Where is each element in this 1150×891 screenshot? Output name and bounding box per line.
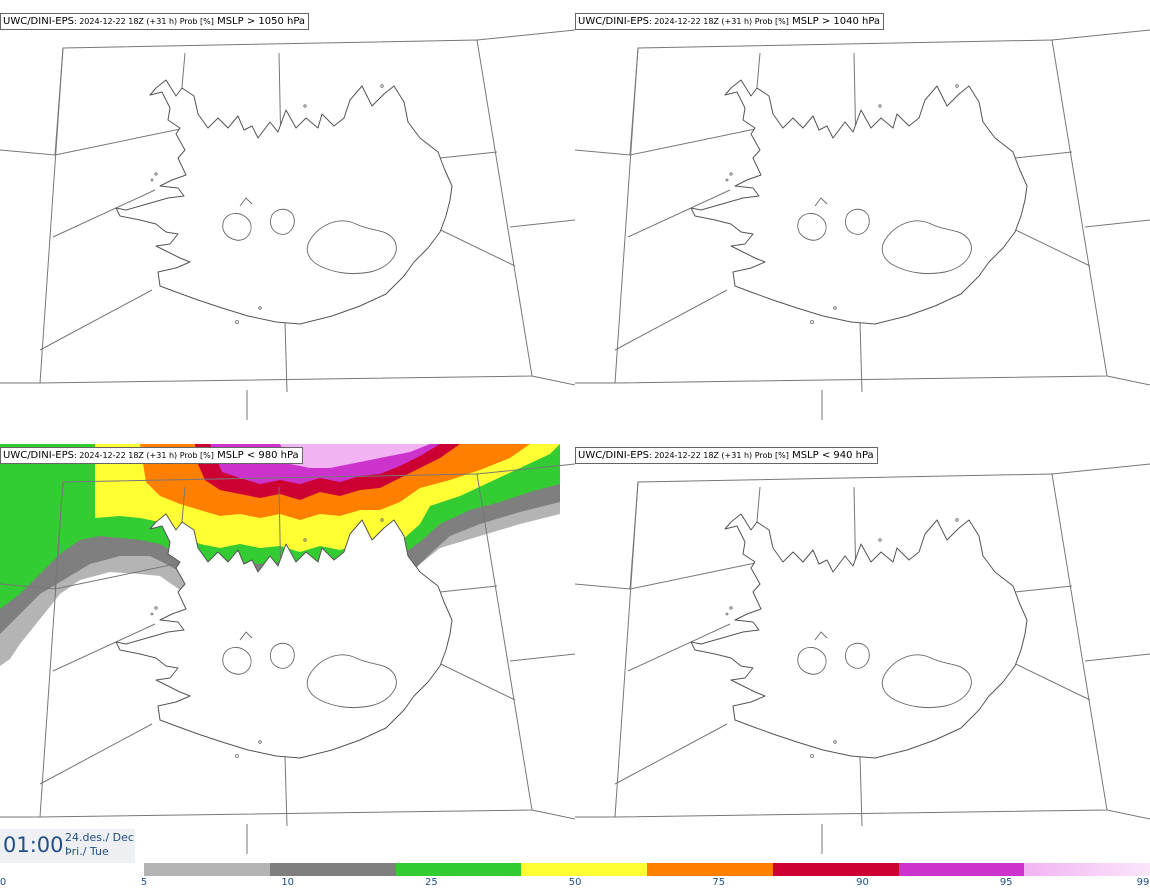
- colorbar-tick-label: 95: [999, 877, 1013, 888]
- map-iceland: [575, 463, 1150, 855]
- model-name: UWC/DINI-EPS: [3, 16, 74, 27]
- colorbar-tick-label: 50: [568, 877, 582, 888]
- condition-label: MSLP < 940 hPa: [792, 450, 874, 461]
- prob-band-99: [280, 444, 430, 468]
- map-iceland: [0, 29, 575, 421]
- model-name: UWC/DINI-EPS: [578, 450, 649, 461]
- map-panel-mslp-above-1040: UWC/DINI-EPS: 2024-12-22 18Z (+31 h) Pro…: [575, 10, 1150, 430]
- valid-time-clock: 01:00: [3, 833, 64, 857]
- valid-date: 24.des./ Dec: [65, 831, 134, 844]
- colorbar-tick-label: 75: [712, 877, 726, 888]
- colorbar-tick-label: 5: [140, 877, 148, 888]
- colorbar-segment: [269, 863, 396, 876]
- colorbar-segment: [647, 863, 774, 876]
- probability-colorbar: [144, 863, 1150, 876]
- panel-title: UWC/DINI-EPS: 2024-12-22 18Z (+31 h) Pro…: [575, 447, 878, 464]
- colorbar-segment: [521, 863, 648, 876]
- map-panel-mslp-below-980: UWC/DINI-EPS: 2024-12-22 18Z (+31 h) Pro…: [0, 444, 575, 864]
- colorbar-segment: [1024, 863, 1150, 876]
- map-iceland-probability: [0, 444, 575, 855]
- colorbar-tick-label: 0: [0, 877, 7, 888]
- colorbar-tick-label: 10: [281, 877, 295, 888]
- model-name: UWC/DINI-EPS: [578, 16, 649, 27]
- run-info: : 2024-12-22 18Z (+31 h) Prob [%]: [73, 17, 214, 26]
- condition-label: MSLP < 980 hPa: [217, 450, 299, 461]
- model-name: UWC/DINI-EPS: [3, 450, 74, 461]
- condition-label: MSLP > 1050 hPa: [217, 16, 306, 27]
- colorbar-tick-label: 25: [425, 877, 438, 888]
- valid-time-date: 24.des./ Dec Þri./ Tue: [65, 831, 134, 859]
- valid-time: 01:00 24.des./ Dec Þri./ Tue: [0, 829, 135, 863]
- condition-label: MSLP > 1040 hPa: [792, 16, 881, 27]
- panel-title: UWC/DINI-EPS: 2024-12-22 18Z (+31 h) Pro…: [0, 13, 310, 30]
- colorbar-segment: [772, 863, 899, 876]
- panel-title: UWC/DINI-EPS: 2024-12-22 18Z (+31 h) Pro…: [0, 447, 303, 464]
- run-info: : 2024-12-22 18Z (+31 h) Prob [%]: [648, 451, 789, 460]
- colorbar-tick-label: 90: [856, 877, 869, 888]
- map-panel-mslp-below-940: UWC/DINI-EPS: 2024-12-22 18Z (+31 h) Pro…: [575, 444, 1150, 864]
- run-info: : 2024-12-22 18Z (+31 h) Prob [%]: [648, 17, 789, 26]
- map-iceland: [575, 29, 1150, 421]
- map-panel-mslp-above-1050: UWC/DINI-EPS: 2024-12-22 18Z (+31 h) Pro…: [0, 10, 575, 430]
- colorbar-segment: [898, 863, 1025, 876]
- colorbar-segment: [144, 863, 271, 876]
- run-info: : 2024-12-22 18Z (+31 h) Prob [%]: [73, 451, 214, 460]
- panel-title: UWC/DINI-EPS: 2024-12-22 18Z (+31 h) Pro…: [575, 13, 885, 30]
- colorbar-segment: [395, 863, 522, 876]
- colorbar-tick-label: 99: [1136, 877, 1150, 888]
- valid-weekday: Þri./ Tue: [65, 845, 109, 858]
